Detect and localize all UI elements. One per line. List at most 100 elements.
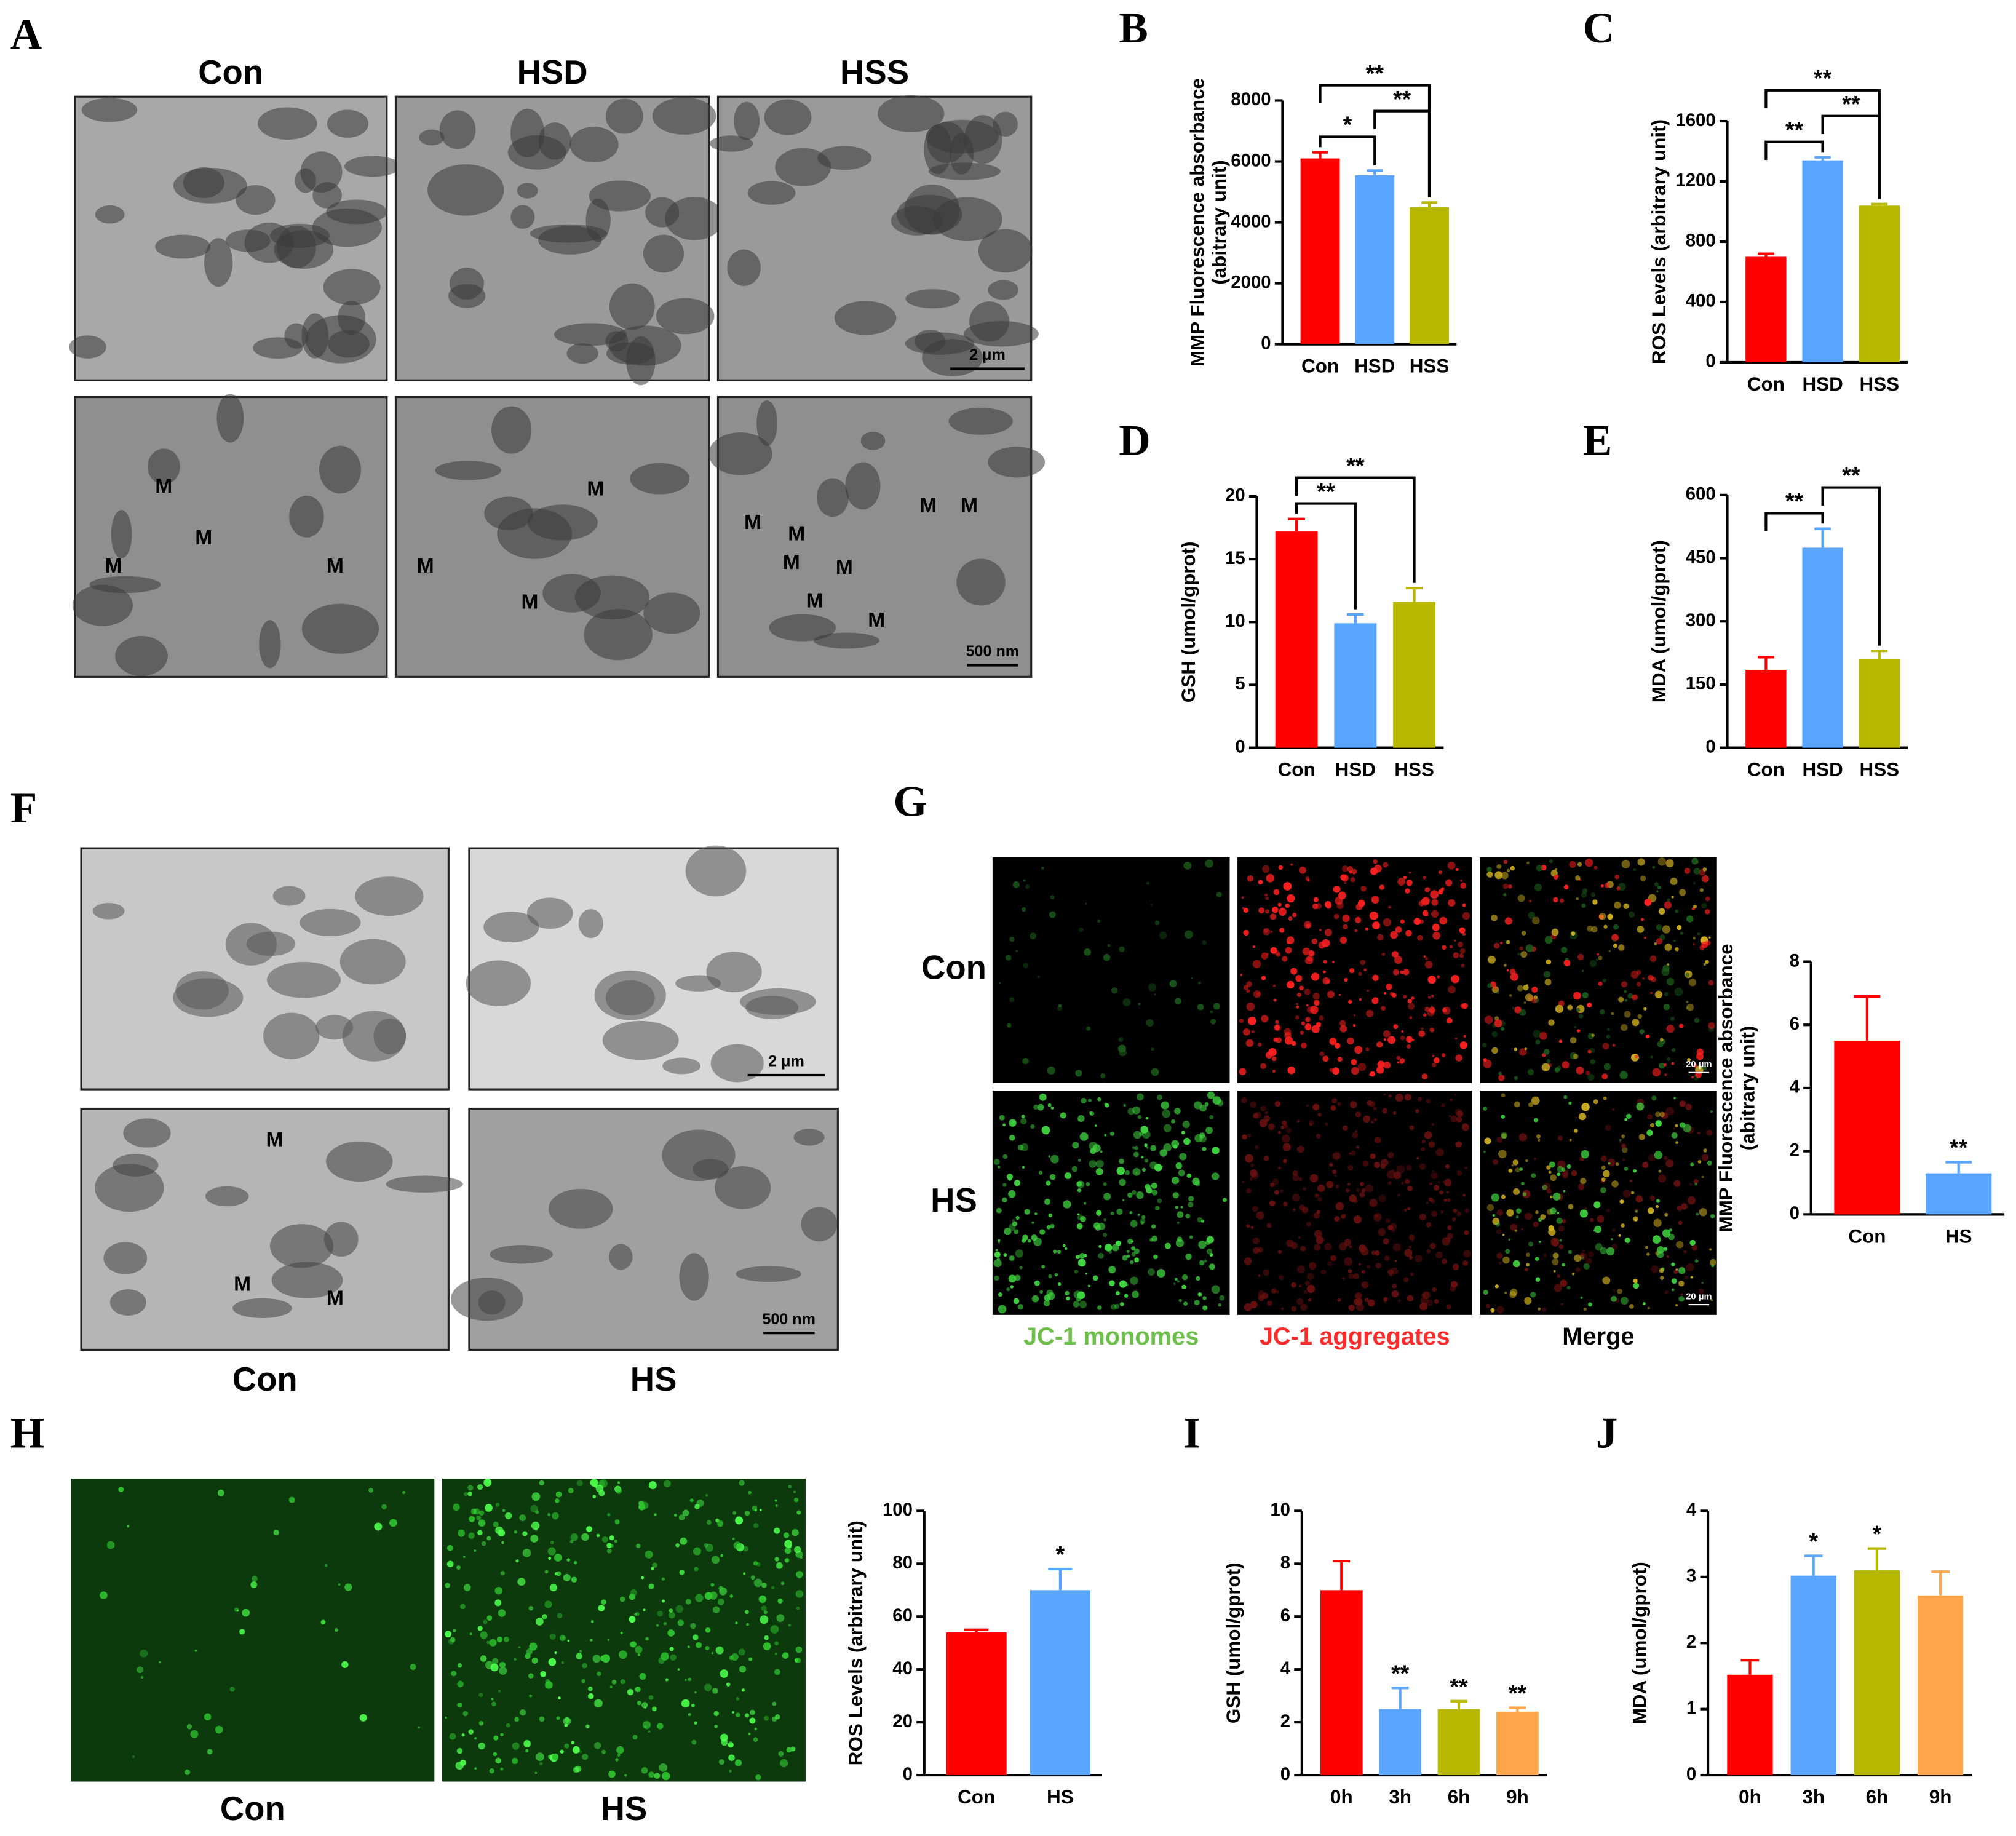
signal bbox=[1663, 1063, 1667, 1067]
signal bbox=[1283, 1202, 1288, 1207]
signal bbox=[1335, 896, 1343, 905]
signal bbox=[793, 1497, 799, 1503]
signal bbox=[1072, 1142, 1079, 1149]
signal bbox=[596, 1533, 600, 1538]
signal bbox=[1646, 1252, 1650, 1256]
signal bbox=[1431, 1123, 1434, 1126]
signal bbox=[539, 1716, 545, 1722]
signal bbox=[1396, 1055, 1401, 1060]
signal bbox=[1264, 893, 1268, 897]
y-tick-label: 8 bbox=[1280, 1552, 1290, 1573]
signal bbox=[1285, 947, 1292, 954]
organelle bbox=[300, 908, 361, 937]
y-tick-label: 4 bbox=[1790, 1077, 1800, 1097]
signal bbox=[1265, 1051, 1273, 1059]
signal bbox=[1265, 896, 1269, 900]
signal bbox=[1296, 1265, 1305, 1274]
signal bbox=[1349, 1101, 1357, 1108]
signal bbox=[1305, 1017, 1311, 1022]
signal bbox=[1370, 1153, 1376, 1159]
signal bbox=[1693, 882, 1696, 884]
signal bbox=[1114, 1303, 1120, 1309]
signal bbox=[1261, 976, 1266, 980]
organelle bbox=[510, 108, 545, 158]
mito-label: M bbox=[521, 591, 538, 614]
signal bbox=[1103, 953, 1111, 961]
signal bbox=[1439, 916, 1447, 925]
signal bbox=[1534, 1118, 1538, 1123]
signal bbox=[562, 1636, 565, 1639]
signal bbox=[1103, 1182, 1107, 1186]
signal bbox=[1587, 1049, 1592, 1054]
signal bbox=[1624, 1166, 1629, 1171]
signal bbox=[1502, 1256, 1510, 1264]
signal bbox=[1266, 1223, 1272, 1228]
signal bbox=[501, 1541, 504, 1544]
signal bbox=[1392, 1169, 1395, 1172]
signal bbox=[1526, 1252, 1530, 1257]
signal bbox=[796, 1510, 801, 1515]
signal bbox=[525, 1653, 531, 1659]
signal bbox=[778, 1751, 784, 1757]
signal bbox=[1663, 1003, 1670, 1011]
signal bbox=[1568, 1204, 1574, 1210]
signal bbox=[648, 1695, 654, 1700]
signal bbox=[1075, 1255, 1080, 1259]
signal bbox=[1549, 1161, 1555, 1168]
signal bbox=[1438, 870, 1442, 875]
signal bbox=[619, 1596, 625, 1602]
signal bbox=[600, 1655, 606, 1662]
signal bbox=[1372, 974, 1379, 981]
signal bbox=[800, 1556, 803, 1559]
signal bbox=[1064, 1247, 1068, 1250]
signal bbox=[1254, 1145, 1259, 1150]
signal bbox=[1658, 1169, 1662, 1173]
signal bbox=[664, 1480, 671, 1488]
significance-label: ** bbox=[1366, 60, 1384, 86]
signal bbox=[1133, 1151, 1139, 1158]
signal bbox=[1593, 1201, 1601, 1209]
y-axis-label: GSH (umol/gprot) bbox=[1223, 1562, 1244, 1723]
signal bbox=[1087, 1099, 1092, 1103]
signal bbox=[1693, 867, 1701, 875]
signal bbox=[1496, 1228, 1502, 1234]
signal bbox=[721, 1739, 728, 1746]
signal bbox=[1482, 1043, 1487, 1047]
signal bbox=[1353, 1014, 1356, 1017]
signal bbox=[1423, 955, 1426, 958]
signal bbox=[1484, 1137, 1491, 1145]
signal bbox=[1336, 902, 1344, 910]
signal bbox=[1133, 1131, 1141, 1139]
signal bbox=[1444, 1178, 1452, 1187]
signal bbox=[1555, 1004, 1564, 1013]
signal bbox=[770, 1625, 779, 1634]
signal bbox=[1063, 1200, 1071, 1209]
signal bbox=[1434, 1185, 1440, 1191]
signal bbox=[557, 1613, 563, 1619]
signal bbox=[457, 1702, 462, 1708]
signal bbox=[1516, 1208, 1522, 1214]
signal bbox=[1487, 983, 1493, 988]
signal bbox=[1131, 1190, 1137, 1195]
signal bbox=[1428, 1197, 1433, 1202]
signal bbox=[1501, 1133, 1507, 1139]
column-label: Merge bbox=[1562, 1323, 1634, 1350]
signal bbox=[1426, 1202, 1429, 1204]
signal bbox=[720, 1554, 724, 1557]
organelle bbox=[435, 461, 501, 480]
signal bbox=[1334, 1216, 1340, 1222]
signal bbox=[1601, 1073, 1608, 1079]
organelle bbox=[602, 1020, 679, 1060]
signal bbox=[1512, 1159, 1518, 1166]
signal bbox=[1159, 1149, 1167, 1157]
organelle bbox=[258, 107, 317, 140]
signal bbox=[1501, 1093, 1506, 1098]
signal bbox=[732, 1711, 734, 1714]
signal bbox=[1015, 1215, 1020, 1220]
signal bbox=[1649, 1195, 1656, 1201]
signal bbox=[1419, 1214, 1426, 1221]
signal bbox=[1019, 1266, 1023, 1270]
signal bbox=[571, 1741, 575, 1744]
signal bbox=[1504, 917, 1512, 925]
organelle bbox=[988, 280, 1018, 300]
